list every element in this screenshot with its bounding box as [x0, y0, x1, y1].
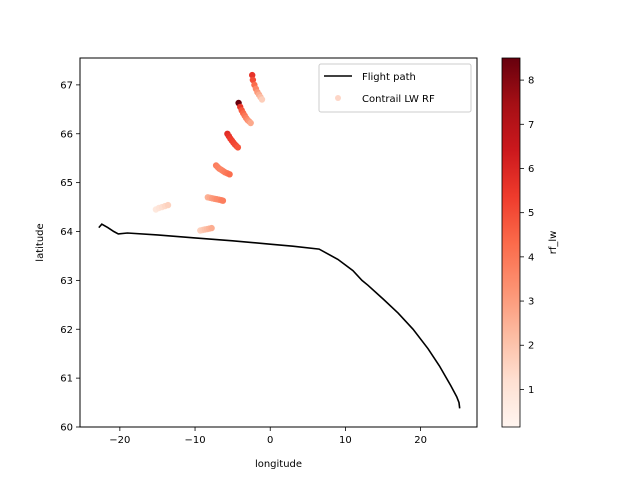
colorbar-tick-label: 3	[528, 297, 534, 308]
y-axis-label: latitude	[35, 223, 46, 261]
contrail-point	[219, 197, 227, 204]
x-tick-label: −10	[184, 435, 205, 446]
colorbar-tick-label: 5	[528, 208, 534, 219]
y-tick-label: 61	[60, 374, 73, 385]
contrail-point	[249, 76, 257, 84]
colorbar-tick-label: 2	[528, 341, 534, 352]
contrail-point	[164, 201, 172, 209]
legend-swatch-contrail	[335, 95, 341, 101]
flight-path-line	[98, 223, 461, 409]
y-tick-label: 64	[60, 227, 73, 238]
colorbar-tick-label: 7	[528, 120, 534, 131]
y-tick-label: 66	[60, 129, 73, 140]
y-axis: 60 61 62 63 64 65 66 67	[60, 80, 80, 434]
y-tick-label: 67	[60, 80, 73, 91]
contrail-point	[249, 71, 256, 79]
colorbar-label: rf_lw	[548, 231, 559, 255]
contrail-point	[226, 171, 233, 178]
contrail-point	[234, 144, 242, 151]
x-axis-label: longitude	[255, 459, 302, 470]
legend-label-flight-path: Flight path	[362, 72, 416, 83]
x-axis: −20 −10 0 10 20	[109, 427, 427, 446]
y-tick-label: 60	[60, 423, 73, 434]
colorbar-tick-label: 8	[528, 76, 534, 87]
x-tick-label: 0	[267, 435, 273, 446]
colorbar	[501, 57, 521, 428]
x-tick-label: 10	[339, 435, 352, 446]
x-tick-label: 20	[414, 435, 427, 446]
y-tick-label: 65	[60, 178, 73, 189]
y-tick-label: 62	[60, 325, 73, 336]
legend-box	[318, 63, 472, 113]
colorbar-tick-label: 4	[528, 252, 534, 263]
colorbar-axis: 1 2 3 4 5 6 7 8	[520, 76, 534, 396]
legend: Flight path Contrail LW RF	[318, 63, 472, 113]
y-tick-label: 63	[60, 276, 73, 287]
plot-frame	[79, 57, 478, 428]
contrail-point	[258, 96, 266, 103]
x-tick-label: −20	[109, 435, 130, 446]
colorbar-tick-label: 6	[528, 164, 534, 175]
colorbar-tick-label: 1	[528, 385, 534, 396]
legend-label-contrail: Contrail LW RF	[362, 94, 435, 105]
contrail-point	[247, 119, 254, 127]
contrail-point	[208, 224, 215, 232]
